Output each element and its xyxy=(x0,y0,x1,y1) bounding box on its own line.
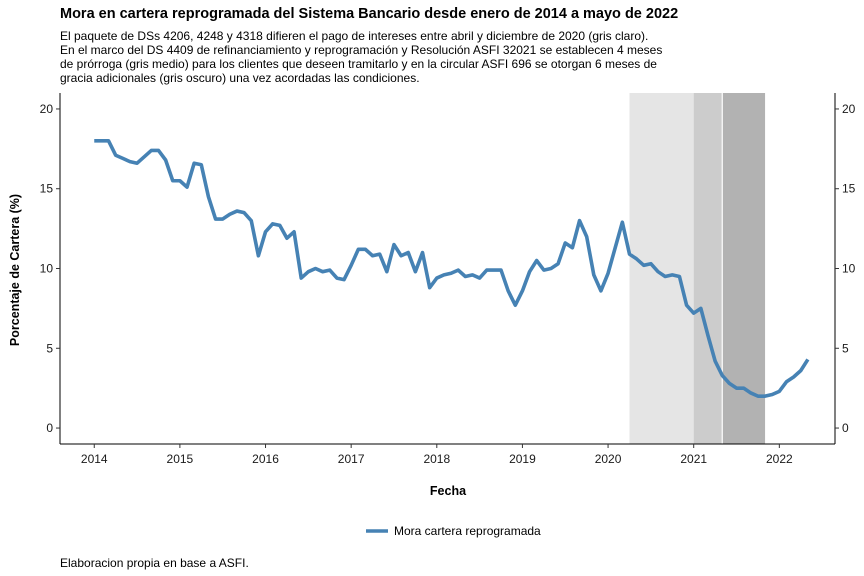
series-line-mora-cartera-reprogramada xyxy=(94,139,810,398)
y-tick-label-left: 15 xyxy=(40,182,54,196)
x-tick-label: 2019 xyxy=(509,452,536,466)
chart-title: Mora en cartera reprogramada del Sistema… xyxy=(60,6,679,22)
legend-label: Mora cartera reprogramada xyxy=(394,524,541,538)
y-tick-label-right: 20 xyxy=(842,102,856,116)
x-tick-label: 2014 xyxy=(81,452,108,466)
x-tick-label: 2018 xyxy=(423,452,450,466)
y-tick-label-left: 10 xyxy=(40,262,54,276)
y-axis-left-ticks: 0 5 10 15 20 xyxy=(40,102,60,435)
y-axis-title: Porcentaje de Cartera (%) xyxy=(8,194,22,346)
x-tick-label: 2016 xyxy=(252,452,279,466)
y-tick-label-right: 10 xyxy=(842,262,856,276)
y-tick-label-right: 15 xyxy=(842,182,856,196)
y-axis-right-ticks: 0 5 10 15 20 xyxy=(835,102,856,435)
shaded-period-light xyxy=(629,93,694,444)
legend: Mora cartera reprogramada xyxy=(366,524,541,538)
chart-subtitle: El paquete de DSs 4206, 4248 y 4318 difi… xyxy=(60,29,663,85)
shaded-period-medium xyxy=(693,93,723,444)
x-tick-label: 2017 xyxy=(338,452,365,466)
x-axis-ticks: 2014 2015 2016 2017 2018 2019 2020 2021 2022 xyxy=(81,444,793,466)
x-tick-label: 2020 xyxy=(595,452,622,466)
y-tick-label-right: 5 xyxy=(842,341,849,355)
shaded-periods xyxy=(629,93,766,444)
y-tick-label-left: 20 xyxy=(40,102,54,116)
y-tick-label-left: 5 xyxy=(46,341,53,355)
y-tick-label-right: 0 xyxy=(842,421,849,435)
x-tick-label: 2022 xyxy=(766,452,793,466)
x-tick-label: 2021 xyxy=(680,452,707,466)
chart-caption: Elaboracion propia en base a ASFI. xyxy=(60,556,249,570)
x-axis-title: Fecha xyxy=(430,484,467,498)
y-tick-label-left: 0 xyxy=(46,421,53,435)
x-tick-label: 2015 xyxy=(167,452,194,466)
shaded-period-dark xyxy=(722,93,766,444)
